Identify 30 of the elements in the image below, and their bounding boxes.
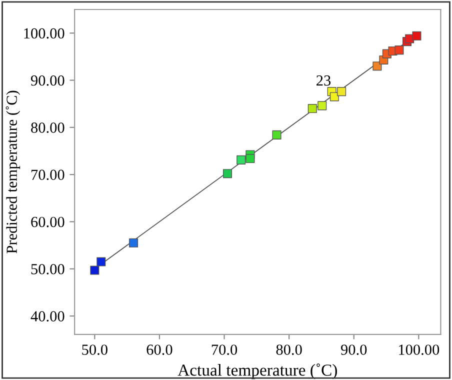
point	[330, 92, 339, 102]
point	[236, 155, 246, 164]
y-tick-label: 90.00	[30, 75, 64, 86]
point	[222, 169, 232, 178]
y-tick-label: 50.00	[31, 264, 64, 274]
y-tick-label: 80.00	[31, 122, 64, 133]
x-tick-label: 90.0	[340, 344, 367, 355]
point	[96, 257, 106, 266]
point	[394, 46, 404, 55]
point	[337, 87, 346, 96]
annotation: 23	[316, 75, 331, 86]
x-tick-label: 60.0	[146, 344, 172, 355]
point	[129, 238, 138, 248]
point	[246, 154, 255, 164]
y-tick-label: 100.00	[24, 28, 64, 39]
point	[272, 130, 282, 140]
y-tick-label: 60.00	[31, 216, 64, 228]
x-tick-label: 70.0	[212, 344, 238, 355]
y-tick-label: 40.00	[30, 311, 64, 322]
x-tick-label: 50.0	[82, 344, 108, 355]
x-tick-label: 100.00	[399, 344, 440, 355]
x-tick-label: 80.0	[276, 344, 302, 355]
point	[90, 266, 100, 275]
point	[372, 62, 382, 71]
y-tick-label: 70.00	[31, 170, 64, 180]
point	[318, 101, 327, 110]
point	[308, 104, 317, 114]
y-axis-title: Predicted temperature (˚C)	[6, 90, 20, 254]
x-axis-title: Actual temperature (˚C)	[178, 364, 337, 380]
point	[412, 31, 422, 40]
